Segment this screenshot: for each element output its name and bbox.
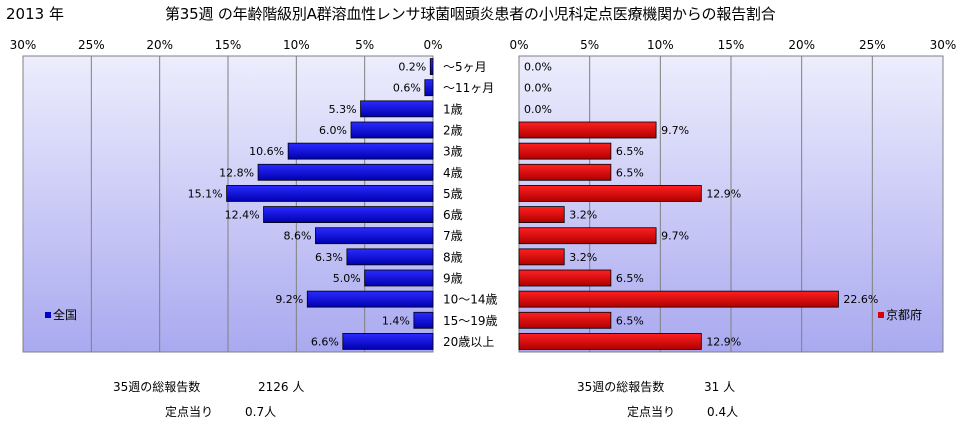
kyoto-bar — [518, 163, 612, 181]
right-x-tick-label: 5% — [580, 38, 599, 52]
legend-national-swatch — [45, 312, 51, 318]
national-data-label: 6.0% — [319, 124, 347, 137]
category-label: 6歳 — [443, 208, 463, 222]
national-bar — [364, 269, 434, 287]
national-bar — [346, 248, 434, 266]
national-data-label: 0.6% — [393, 82, 421, 95]
national-bar — [315, 227, 434, 245]
kyoto-bar — [518, 121, 657, 139]
category-label: 5歳 — [443, 187, 463, 201]
kyoto-data-label: 9.7% — [661, 124, 689, 137]
left-x-tick-label: 10% — [283, 38, 310, 52]
kyoto-data-label: 0.0% — [524, 82, 552, 95]
kyoto-bar — [518, 290, 839, 308]
right-x-tick-label: 20% — [788, 38, 815, 52]
kyoto-per-site-label: 定点当り — [627, 405, 676, 419]
legend-national: 全国 — [45, 307, 77, 322]
national-bar — [306, 290, 434, 308]
national-bar — [424, 79, 434, 97]
national-data-label: 10.6% — [249, 145, 284, 158]
kyoto-total-value: 31 人 — [704, 380, 736, 394]
kyoto-data-label: 6.5% — [616, 166, 644, 179]
legend-kyoto-swatch — [878, 312, 884, 318]
kyoto-bar — [518, 206, 565, 223]
national-data-label: 12.8% — [219, 166, 254, 179]
national-bar — [226, 185, 434, 202]
category-label: 9歳 — [443, 272, 463, 286]
national-data-label: 5.0% — [333, 272, 361, 285]
national-bar — [257, 163, 434, 181]
left-x-tick-label: 25% — [78, 38, 105, 52]
kyoto-bar — [518, 227, 657, 245]
national-data-label: 6.3% — [315, 251, 343, 264]
left-x-tick-label: 0% — [423, 38, 442, 52]
kyoto-bar — [518, 333, 702, 350]
kyoto-data-label: 6.5% — [616, 272, 644, 285]
legend-kyoto-label: 京都府 — [886, 307, 922, 322]
left-x-tick-label: 15% — [215, 38, 242, 52]
national-total-value: 2126 人 — [258, 380, 305, 394]
kyoto-data-label: 12.9% — [706, 187, 741, 200]
right-x-tick-label: 10% — [647, 38, 674, 52]
kyoto-per-site-value: 0.4人 — [707, 405, 739, 419]
national-bar — [413, 311, 434, 329]
left-x-tick-label: 5% — [355, 38, 374, 52]
category-label: 20歳以上 — [443, 335, 494, 349]
legend-kyoto: 京都府 — [878, 307, 922, 322]
chart-title: 第35週 の年齢階級別A群溶血性レンサ球菌咽頭炎患者の小児科定点医療機関からの報… — [165, 5, 776, 23]
national-data-label: 15.1% — [188, 187, 223, 200]
kyoto-data-label: 6.5% — [616, 145, 644, 158]
category-label: ～5ヶ月 — [443, 60, 487, 74]
kyoto-bar — [518, 142, 612, 160]
left-x-tick-label: 20% — [146, 38, 173, 52]
national-data-label: 9.2% — [275, 293, 303, 306]
national-bar — [287, 142, 434, 160]
kyoto-data-label: 3.2% — [569, 209, 597, 222]
kyoto-bar — [518, 185, 702, 202]
left-x-tick-label: 30% — [10, 38, 37, 52]
kyoto-data-label: 12.9% — [706, 335, 741, 348]
kyoto-data-label: 6.5% — [616, 314, 644, 327]
national-bar — [263, 206, 434, 223]
national-data-label: 1.4% — [382, 314, 410, 327]
legend-national-label: 全国 — [53, 307, 77, 322]
category-label: 3歳 — [443, 145, 463, 159]
national-data-label: 8.6% — [284, 230, 312, 243]
national-total-label: 35週の総報告数 — [113, 380, 201, 394]
right-x-tick-label: 15% — [718, 38, 745, 52]
kyoto-total-label: 35週の総報告数 — [577, 380, 665, 394]
kyoto-bar — [518, 311, 612, 329]
right-x-tick-label: 0% — [509, 38, 528, 52]
category-label: 4歳 — [443, 166, 463, 180]
kyoto-bar — [518, 248, 565, 266]
kyoto-bar — [518, 269, 612, 287]
national-bar — [429, 58, 434, 75]
category-label: 7歳 — [443, 229, 463, 243]
kyoto-data-label: 3.2% — [569, 251, 597, 264]
category-label: 15～19歳 — [443, 314, 498, 328]
kyoto-data-label: 0.0% — [524, 103, 552, 116]
kyoto-data-label: 22.6% — [843, 293, 878, 306]
national-data-label: 6.6% — [311, 335, 339, 348]
category-label: 8歳 — [443, 250, 463, 264]
national-data-label: 12.4% — [225, 209, 260, 222]
right-x-tick-label: 25% — [859, 38, 886, 52]
national-bar — [342, 333, 434, 350]
right-x-tick-label: 30% — [930, 38, 957, 52]
category-label: 10～14歳 — [443, 293, 498, 307]
kyoto-data-label: 0.0% — [524, 61, 552, 74]
category-label: 1歳 — [443, 102, 463, 116]
national-per-site-value: 0.7人 — [245, 405, 277, 419]
national-bar — [350, 121, 434, 139]
category-label: 2歳 — [443, 124, 463, 138]
national-data-label: 5.3% — [329, 103, 357, 116]
category-label: ～11ヶ月 — [443, 81, 494, 95]
national-data-label: 0.2% — [398, 61, 426, 74]
national-bar — [360, 100, 434, 118]
chart-year: 2013 年 — [6, 5, 64, 23]
kyoto-data-label: 9.7% — [661, 230, 689, 243]
national-per-site-label: 定点当り — [165, 405, 214, 419]
